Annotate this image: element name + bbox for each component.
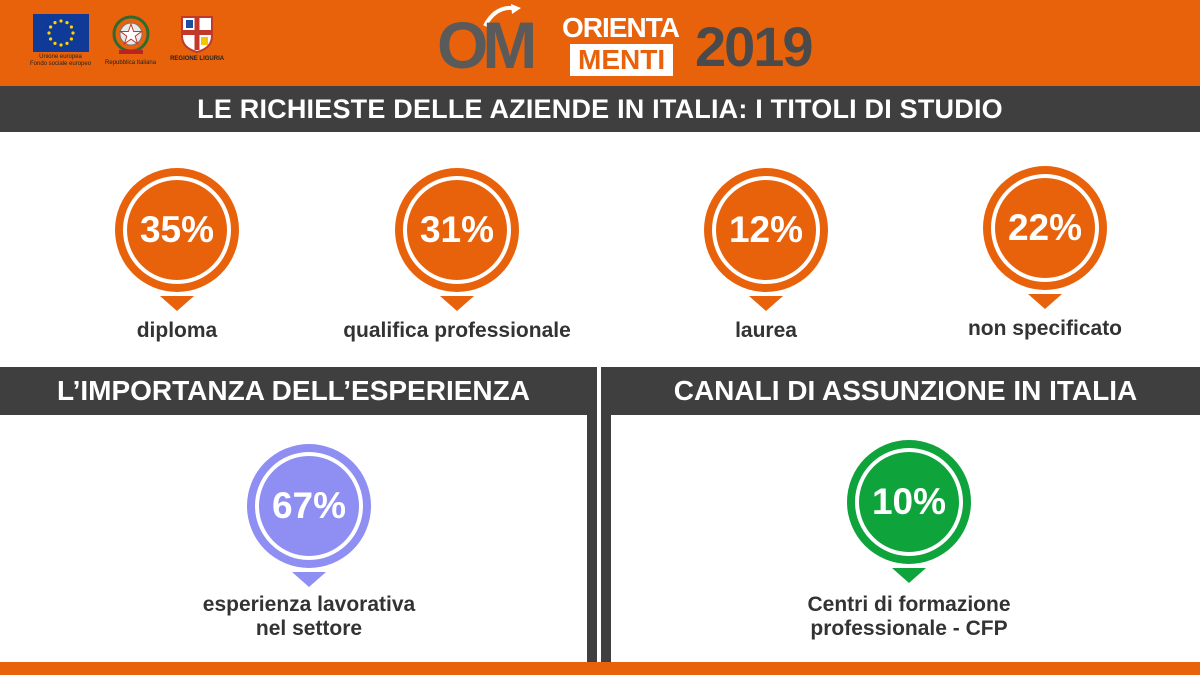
brand-om: OM [437, 8, 537, 82]
stat-experience: 67% esperienza lavorativa nel settore [189, 444, 429, 641]
stat-circle: 10% [847, 440, 971, 564]
stat-value: 35% [123, 176, 231, 284]
stat-circle: 31% [395, 168, 519, 292]
brand-orienta: ORIENTA [562, 12, 680, 43]
stat-label: diploma [136, 319, 218, 342]
stat-label-line2: nel settore [255, 617, 363, 640]
brand-year: 2019 [695, 15, 814, 78]
stat-pointer-icon [292, 572, 326, 587]
stat-value: 12% [712, 176, 820, 284]
stat-value: 22% [991, 174, 1099, 282]
stat-diploma: 35% diploma [57, 168, 297, 343]
stat-value: 67% [255, 452, 363, 560]
divider-gap [597, 367, 601, 665]
liguria-shield-icon [181, 16, 214, 54]
brand-menti: MENTI [570, 44, 674, 76]
channels-heading: CANALI DI ASSUNZIONE IN ITALIA [611, 367, 1200, 415]
stat-label-line1: esperienza lavorativa [202, 593, 416, 616]
stat-value: 31% [403, 176, 511, 284]
stat-circle: 67% [247, 444, 371, 568]
orientamenti-brand-logo: OM ORIENTA MENTI 2019 [437, 4, 814, 84]
italian-emblem-icon [112, 15, 150, 54]
brand-swoosh-icon [483, 4, 521, 27]
stat-qualifica: 31% qualifica professionale [337, 168, 577, 343]
stat-circle: 12% [704, 168, 828, 292]
italy-logo-caption: Repubblica Italiana [105, 60, 157, 66]
page-title: LE RICHIESTE DELLE AZIENDE IN ITALIA: I … [197, 94, 1003, 124]
section-divider [587, 367, 611, 665]
stat-pointer-icon [749, 296, 783, 311]
eu-logo: Unione europea Fondo sociale europeo [30, 14, 91, 68]
stat-label: qualifica professionale [343, 319, 571, 342]
stat-label-line2: professionale - CFP [810, 617, 1008, 640]
footer-bar [0, 662, 1200, 675]
stat-pointer-icon [1028, 294, 1062, 309]
liguria-logo: REGIONE LIGURIA [170, 14, 224, 63]
main-title-bar: LE RICHIESTE DELLE AZIENDE IN ITALIA: I … [0, 86, 1200, 132]
stat-label-line1: Centri di formazione [807, 593, 1011, 616]
stat-label: non specificato [967, 317, 1123, 340]
liguria-logo-caption: REGIONE LIGURIA [170, 56, 225, 62]
stat-value: 10% [855, 448, 963, 556]
stat-non-specificato: 22% non specificato [925, 166, 1165, 341]
italy-logo: Repubblica Italiana [105, 14, 156, 67]
stat-cfp: 10% Centri di formazione professionale -… [789, 440, 1029, 641]
eu-logo-caption: Unione europea Fondo sociale europeo [30, 54, 92, 67]
stat-circle: 22% [983, 166, 1107, 290]
partner-logos: Unione europea Fondo sociale europeo Rep… [30, 14, 224, 68]
eu-flag-icon [32, 14, 89, 52]
experience-heading: L’IMPORTANZA DELL’ESPERIENZA [0, 367, 587, 415]
stat-pointer-icon [892, 568, 926, 583]
stat-laurea: 12% laurea [646, 168, 886, 343]
stat-pointer-icon [160, 296, 194, 311]
stat-circle: 35% [115, 168, 239, 292]
stat-pointer-icon [440, 296, 474, 311]
stat-label: laurea [735, 319, 797, 342]
header-bar: Unione europea Fondo sociale europeo Rep… [0, 0, 1200, 86]
